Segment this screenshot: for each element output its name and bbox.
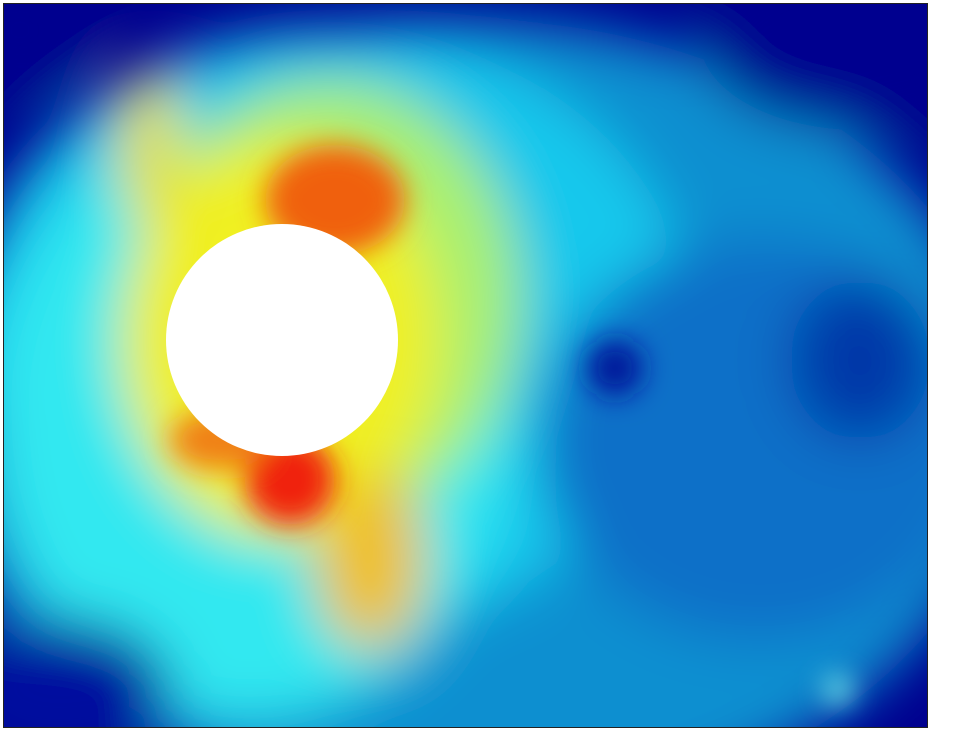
region bbox=[540, 240, 928, 640]
margin bbox=[929, 0, 973, 732]
dark-spot bbox=[587, 340, 643, 396]
region bbox=[315, 470, 425, 650]
light-spot bbox=[824, 676, 852, 704]
region bbox=[3, 3, 90, 90]
region bbox=[700, 3, 928, 130]
masked-circle bbox=[166, 224, 398, 456]
region bbox=[790, 280, 928, 440]
hot-spots bbox=[170, 145, 852, 704]
frame bbox=[3, 3, 928, 728]
region bbox=[3, 620, 170, 727]
hot-spot bbox=[245, 435, 335, 525]
region bbox=[120, 70, 180, 230]
